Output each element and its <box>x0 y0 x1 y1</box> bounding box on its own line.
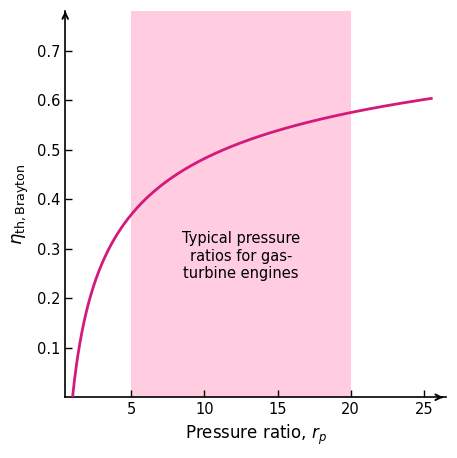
X-axis label: Pressure ratio, $r_p$: Pressure ratio, $r_p$ <box>185 423 326 447</box>
Y-axis label: $\eta_\mathrm{th,Brayton}$: $\eta_\mathrm{th,Brayton}$ <box>11 164 32 245</box>
Text: Typical pressure
ratios for gas-
turbine engines: Typical pressure ratios for gas- turbine… <box>182 231 300 281</box>
Bar <box>131 11 351 397</box>
